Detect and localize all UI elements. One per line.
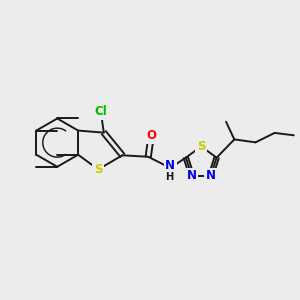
Text: N: N — [165, 159, 175, 172]
Text: O: O — [146, 129, 156, 142]
Text: N: N — [187, 169, 197, 182]
Text: S: S — [197, 140, 206, 153]
Text: Cl: Cl — [94, 105, 107, 118]
Text: H: H — [165, 172, 173, 182]
Text: S: S — [94, 163, 102, 176]
Text: N: N — [206, 169, 216, 182]
